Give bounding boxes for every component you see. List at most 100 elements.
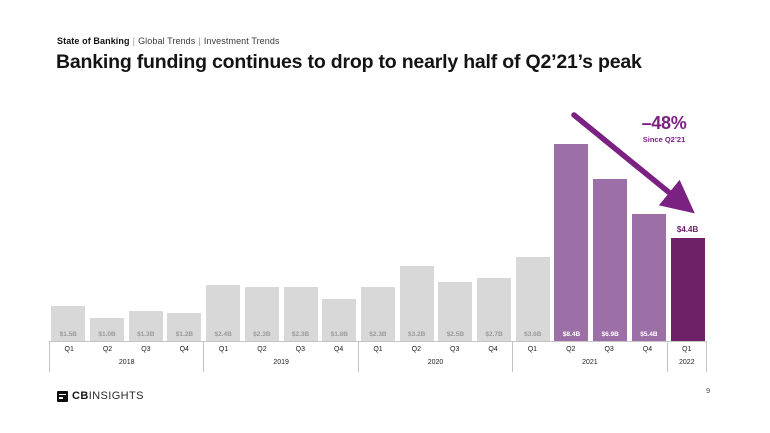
bar-value-label: $6.9B [601, 331, 619, 338]
bar-q4-2019: $1.8B [322, 298, 357, 341]
quarter-tick-label: Q3 [604, 346, 614, 353]
quarter-tick-label: Q1 [64, 346, 74, 353]
quarter-tick-label: Q3 [141, 346, 151, 353]
bar-value-label: $3.6B [524, 331, 542, 338]
quarter-tick-label: Q3 [450, 346, 460, 353]
quarter-tick-label: Q2 [102, 346, 113, 353]
quarter-tick-label: Q4 [179, 346, 189, 353]
cbinsights-logo-icon [57, 390, 68, 402]
bar-slot: $3.6B [513, 100, 552, 341]
bar-value-label: $1.2B [175, 331, 194, 338]
decline-percent: –48% [641, 113, 687, 133]
breadcrumb-item-investment-trends: Investment Trends [203, 36, 280, 46]
bar-slot: $5.4B [630, 100, 669, 341]
bar-q4-2020: $2.7B [477, 277, 512, 341]
bar-slot: $1.0B [88, 100, 127, 341]
quarter-tick-label: Q4 [642, 346, 653, 353]
bar-slot: $3.2B [397, 100, 436, 341]
quarter-tick-label: Q1 [682, 346, 692, 353]
bar-value-label: $1.0B [98, 331, 116, 338]
bar-q1-2021: $3.6B [515, 256, 550, 341]
bar-value-label: $4.4B [676, 224, 699, 234]
cbinsights-logo: CBINSIGHTS [57, 390, 144, 402]
decline-annotation: –48% Since Q2’21 [616, 113, 712, 144]
bar-value-label: $2.3B [291, 331, 310, 338]
bar-value-label: $8.4B [562, 331, 581, 338]
breadcrumb-item-global-trends: Global Trends [138, 36, 196, 46]
year-group-2019: Q1 Q2 Q3 Q4 2019 [203, 342, 357, 372]
page-title: Banking funding continues to drop to nea… [56, 51, 642, 73]
bar-q3-2020: $2.5B [438, 282, 473, 341]
decline-caption: Since Q2’21 [642, 135, 686, 144]
bar-slot: $2.5B [436, 100, 475, 341]
bar-chart: $1.5B $1.0B $1.3B $1.2B $2.4B $2.3B $2.3B $1.8B… [49, 100, 707, 341]
bar-value-label: $1.5B [59, 331, 78, 338]
quarter-labels: Q1 Q2 Q3 Q4 [359, 342, 512, 357]
bar-slot: $2.3B [243, 100, 282, 341]
logo-cb: CB [72, 390, 89, 402]
year-group-2018: Q1 Q2 Q3 Q4 2018 [49, 342, 203, 372]
bar-value-label: $3.2B [407, 331, 426, 338]
quarter-labels: Q1 Q2 Q3 Q4 [204, 342, 357, 357]
quarter-tick-label: Q2 [411, 346, 422, 353]
quarter-labels: Q1 Q2 Q3 Q4 [50, 342, 203, 357]
breadcrumb-separator: | [132, 36, 136, 46]
year-tick-label: 2021 [582, 359, 598, 366]
quarter-tick-label: Q2 [566, 346, 576, 353]
bar-value-label: $2.5B [446, 331, 465, 338]
year-group-2022: Q1 2022 [666, 342, 707, 372]
bar-value-label: $2.3B [369, 331, 387, 338]
logo-insights: INSIGHTS [88, 390, 144, 402]
bar-q2-2018: $1.0B [90, 317, 125, 341]
year-tick-label: 2022 [679, 359, 695, 366]
cbinsights-logo-text: CBINSIGHTS [72, 390, 144, 402]
bar-q2-2019: $2.3B [244, 287, 279, 341]
year-tick-label: 2018 [118, 359, 135, 366]
quarter-tick-label: Q4 [333, 346, 344, 353]
year-group-2020: Q1 Q2 Q3 Q4 2020 [357, 342, 512, 372]
year-tick-label: 2020 [427, 359, 444, 366]
breadcrumb: State of Banking | Global Trends | Investmen… [57, 36, 280, 46]
bar-q2-2020: $3.2B [399, 266, 434, 341]
quarter-tick-label: Q1 [527, 346, 538, 353]
bar-q4-2021: $5.4B [631, 214, 666, 341]
bar-q1-2019: $2.4B [206, 284, 241, 341]
downward-trend-arrow-icon [571, 112, 695, 214]
bar-value-label: $5.4B [640, 331, 658, 338]
bar-value-label: $1.8B [330, 331, 348, 338]
x-axis: Q1 Q2 Q3 Q4 2018 Q1 Q2 Q3 Q4 2019 Q1 Q2 Q3 Q4 2020 Q1 Q2… [49, 341, 707, 372]
bar-q4-2018: $1.2B [167, 312, 202, 341]
quarter-tick-label: Q1 [373, 346, 383, 353]
breadcrumb-report-title: State of Banking [57, 36, 130, 46]
bar-slot: $1.2B [165, 100, 204, 341]
bar-slot: $8.4B [552, 100, 591, 341]
bar-q3-2018: $1.3B [128, 310, 163, 341]
bar-slot: $2.3B [359, 100, 398, 341]
bar-slot: $4.4B [668, 100, 707, 341]
bar-slot: $2.7B [475, 100, 514, 341]
breadcrumb-separator: | [198, 36, 201, 46]
quarter-tick-label: Q2 [257, 346, 267, 353]
bar-q1-2022: $4.4B [670, 225, 705, 341]
quarter-tick-label: Q3 [295, 346, 305, 353]
bar-value-label: $2.7B [485, 331, 503, 338]
bar-slot: $1.3B [126, 100, 165, 341]
quarter-tick-label: Q1 [218, 346, 229, 353]
bar-slot: $6.9B [591, 100, 630, 341]
bar-slot: $2.4B [204, 100, 243, 341]
quarter-labels: Q1 [668, 342, 706, 357]
bar-q3-2021: $6.9B [593, 179, 628, 341]
year-tick-label: 2019 [273, 359, 289, 366]
quarter-labels: Q1 Q2 Q3 Q4 [513, 342, 666, 357]
bar-slot: $1.8B [320, 100, 359, 341]
bar-q3-2019: $2.3B [283, 287, 318, 341]
bar-value-label: $1.3B [137, 331, 155, 338]
bar-slot: $1.5B [49, 100, 88, 341]
bar-q1-2020: $2.3B [360, 287, 395, 341]
year-group-2021: Q1 Q2 Q3 Q4 2021 [512, 342, 666, 372]
bar-q1-2018: $1.5B [51, 305, 86, 341]
bar-q2-2021: $8.4B [554, 144, 589, 341]
quarter-tick-label: Q4 [488, 346, 498, 353]
bar-value-label: $2.3B [253, 331, 271, 338]
